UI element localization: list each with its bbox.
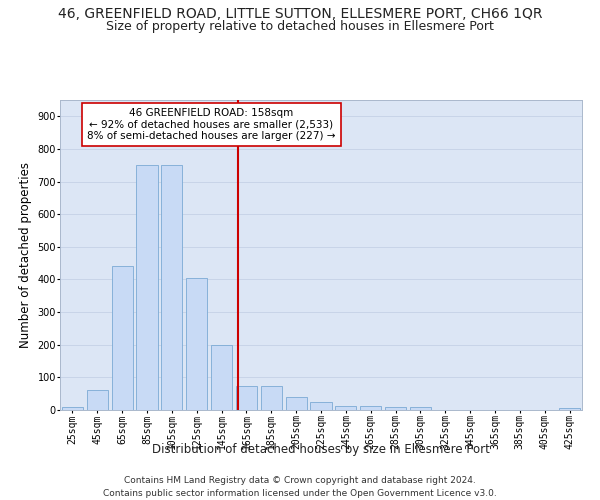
Bar [62, 406, 83, 410]
Bar [310, 402, 332, 410]
Bar [136, 166, 158, 410]
Bar [186, 278, 207, 410]
Bar [261, 386, 282, 410]
Bar [112, 266, 133, 410]
Bar [161, 166, 182, 410]
Y-axis label: Number of detached properties: Number of detached properties [19, 162, 32, 348]
Bar [410, 408, 431, 410]
Bar [559, 408, 580, 410]
Bar [335, 406, 356, 410]
Bar [286, 397, 307, 410]
Bar [87, 390, 108, 410]
Text: Distribution of detached houses by size in Ellesmere Port: Distribution of detached houses by size … [152, 442, 490, 456]
Text: Size of property relative to detached houses in Ellesmere Port: Size of property relative to detached ho… [106, 20, 494, 33]
Text: 46 GREENFIELD ROAD: 158sqm
← 92% of detached houses are smaller (2,533)
8% of se: 46 GREENFIELD ROAD: 158sqm ← 92% of deta… [87, 108, 335, 141]
Text: Contains HM Land Registry data © Crown copyright and database right 2024.
Contai: Contains HM Land Registry data © Crown c… [103, 476, 497, 498]
Bar [236, 386, 257, 410]
Bar [211, 344, 232, 410]
Bar [360, 406, 381, 410]
Bar [385, 406, 406, 410]
Text: 46, GREENFIELD ROAD, LITTLE SUTTON, ELLESMERE PORT, CH66 1QR: 46, GREENFIELD ROAD, LITTLE SUTTON, ELLE… [58, 8, 542, 22]
